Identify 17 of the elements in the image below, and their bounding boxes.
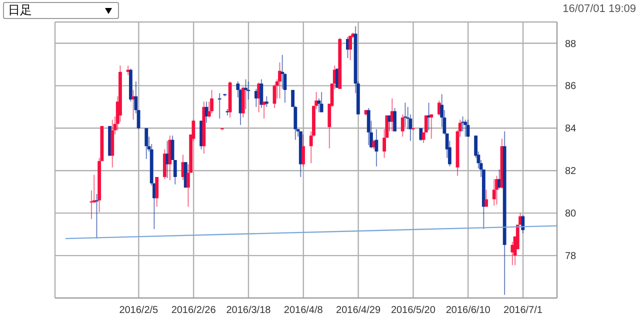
chart-title: 日足 bbox=[8, 3, 32, 17]
x-tick-label: 2016/5/20 bbox=[390, 305, 436, 316]
x-tick-label: 2016/4/8 bbox=[284, 305, 324, 316]
text: 16/07/01 19:09 bbox=[562, 3, 636, 15]
y-tick-label: 88 bbox=[565, 38, 577, 50]
y-tick-label: 78 bbox=[565, 251, 577, 262]
x-tick-label: 2016/2/26 bbox=[171, 305, 216, 316]
x-tick-label: 2016/4/29 bbox=[336, 305, 381, 316]
candlestick bbox=[419, 128, 423, 142]
x-tick-label: 2016/6/10 bbox=[446, 305, 491, 316]
x-tick-label: 2016/3/18 bbox=[226, 305, 272, 316]
y-tick-label: 86 bbox=[565, 81, 577, 92]
y-tick-label: 84 bbox=[565, 124, 577, 135]
x-tick-label: 2016/7/1 bbox=[504, 305, 543, 316]
y-tick-label: 80 bbox=[565, 208, 577, 220]
x-tick-label: 2016/2/5 bbox=[119, 305, 159, 316]
y-tick-label: 82 bbox=[565, 166, 577, 178]
